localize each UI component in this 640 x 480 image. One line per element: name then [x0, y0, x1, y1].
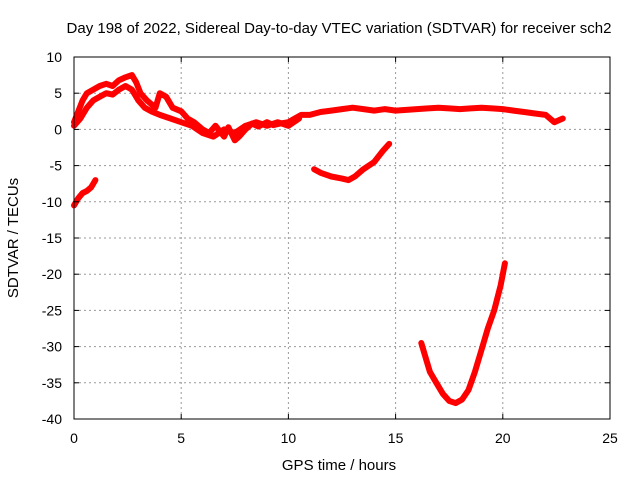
- y-tick-label: -10: [42, 194, 62, 210]
- x-tick-label: 25: [602, 430, 618, 446]
- series-line-arc-deep: [418, 260, 508, 407]
- chart-title: Day 198 of 2022, Sidereal Day-to-day VTE…: [67, 20, 612, 37]
- x-tick-label: 0: [70, 430, 78, 446]
- y-tick-label: -40: [42, 411, 62, 427]
- y-tick-label: -15: [42, 230, 62, 246]
- series-layer: [71, 72, 566, 407]
- y-tick-label: -20: [42, 266, 62, 282]
- y-tick-label: 0: [54, 121, 62, 137]
- x-tick-label: 5: [177, 430, 185, 446]
- series-line-arc-early-negative: [71, 177, 99, 209]
- x-axis: 0 5 10 15 20 25: [70, 57, 618, 446]
- x-tick-label: 15: [388, 430, 404, 446]
- x-axis-label: GPS time / hours: [282, 457, 396, 474]
- y-axis-label: SDTVAR / TECUs: [5, 178, 22, 298]
- x-tick-label: 20: [495, 430, 511, 446]
- y-tick-label: -5: [50, 158, 63, 174]
- y-tick-label: -30: [42, 339, 62, 355]
- y-tick-label: 5: [54, 85, 62, 101]
- y-tick-label: -25: [42, 302, 62, 318]
- y-tick-label: -35: [42, 375, 62, 391]
- y-axis: 10 5 0 -5 -10 -15 -20 -25 -30 -35 -40: [42, 49, 610, 427]
- series-line-arc-midday: [311, 140, 393, 184]
- grid: [74, 57, 610, 419]
- x-tick-label: 10: [281, 430, 297, 446]
- y-tick-label: 10: [46, 49, 62, 65]
- series-line-arc-main-b: [71, 83, 303, 140]
